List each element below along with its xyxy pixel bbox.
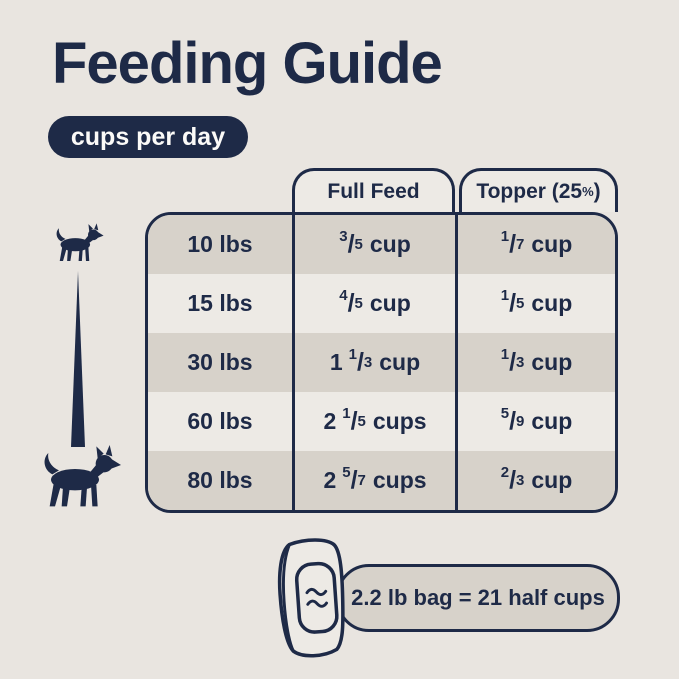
page-title: Feeding Guide <box>52 31 443 96</box>
value-denominator: 3 <box>516 472 525 489</box>
column-header-topper: Topper (25%) <box>459 168 618 212</box>
topper-cell: 5/9 cup <box>455 392 615 451</box>
table-row: 30 lbs 1 1/3 cup 1/3 cup <box>148 333 615 392</box>
topper-cell: 1/7 cup <box>455 215 615 274</box>
topper-cell: 2/3 cup <box>455 451 615 510</box>
full-feed-label: Full Feed <box>327 179 420 203</box>
weight-label: 80 lbs <box>187 467 253 493</box>
fraction-slash: / <box>509 348 517 376</box>
weight-cell: 60 lbs <box>148 392 292 451</box>
fraction-slash: / <box>509 407 517 435</box>
value-unit: cup <box>369 290 411 316</box>
value-whole: 2 <box>323 467 337 493</box>
full-feed-cell: 2 5/7 cups <box>292 451 455 510</box>
value-numerator: 1 <box>500 346 510 363</box>
value-denominator: 5 <box>357 413 366 430</box>
badge-label: cups per day <box>70 122 226 151</box>
topper-label-suffix: ) <box>593 179 601 203</box>
value-unit: cup <box>531 349 573 375</box>
weight-label: 10 lbs <box>187 231 253 257</box>
weight-cell: 80 lbs <box>148 451 292 510</box>
bag-note-pill: 2.2 lb bag = 21 half cups <box>336 564 620 632</box>
weight-cell: 15 lbs <box>148 274 292 333</box>
topper-cell: 1/5 cup <box>455 274 615 333</box>
full-feed-cell: 4/5 cup <box>292 274 455 333</box>
value-unit: cup <box>531 290 573 316</box>
topper-label-sup: % <box>582 184 594 199</box>
table-row: 60 lbs 2 1/5 cups 5/9 cup <box>148 392 615 451</box>
food-bag-icon <box>277 538 345 658</box>
topper-cell: 1/3 cup <box>455 333 615 392</box>
fraction-slash: / <box>509 230 517 258</box>
value-numerator: 1 <box>500 228 510 245</box>
table-row: 80 lbs 2 5/7 cups 2/3 cup <box>148 451 615 510</box>
weight-cell: 10 lbs <box>148 215 292 274</box>
fraction-slash: / <box>350 466 358 494</box>
bag-note-text: 2.2 lb bag = 21 half cups <box>351 585 605 610</box>
weight-label: 15 lbs <box>187 290 253 316</box>
fraction-slash: / <box>350 407 358 435</box>
small-dog-icon <box>56 223 104 262</box>
value-unit: cup <box>531 467 573 493</box>
weight-label: 60 lbs <box>187 408 253 434</box>
value-numerator: 3 <box>339 228 348 245</box>
large-dog-icon <box>44 445 121 507</box>
value-denominator: 3 <box>363 354 373 371</box>
value-denominator: 5 <box>354 295 363 312</box>
value-numerator: 5 <box>500 405 510 422</box>
value-numerator: 1 <box>348 346 357 363</box>
fraction-slash: / <box>356 348 364 376</box>
fraction-slash: / <box>347 230 355 258</box>
full-feed-cell: 3/5 cup <box>292 215 455 274</box>
full-feed-cell: 1 1/3 cup <box>292 333 455 392</box>
value-whole: 1 <box>329 349 343 375</box>
value-unit: cup <box>379 349 421 375</box>
value-unit: cups <box>372 408 427 434</box>
value-numerator: 1 <box>500 287 510 304</box>
value-unit: cup <box>531 408 573 434</box>
fraction-slash: / <box>347 289 355 317</box>
size-wedge <box>71 271 85 447</box>
value-unit: cup <box>369 231 411 257</box>
topper-label-prefix: Topper (25 <box>476 179 583 203</box>
value-denominator: 3 <box>516 354 525 371</box>
weight-cell: 30 lbs <box>148 333 292 392</box>
value-unit: cups <box>372 467 427 493</box>
weight-label: 30 lbs <box>187 349 253 375</box>
value-numerator: 5 <box>342 464 351 481</box>
value-denominator: 7 <box>516 236 525 253</box>
feeding-table: 10 lbs 3/5 cup 1/7 cup 15 lbs 4/5 cup 1/5 cu… <box>145 212 618 513</box>
fraction-slash: / <box>509 289 517 317</box>
value-numerator: 4 <box>339 287 348 304</box>
table-row: 15 lbs 4/5 cup 1/5 cup <box>148 274 615 333</box>
value-whole: 2 <box>323 408 337 434</box>
column-header-full-feed: Full Feed <box>292 168 455 212</box>
table-row: 10 lbs 3/5 cup 1/7 cup <box>148 215 615 274</box>
value-numerator: 2 <box>500 464 510 481</box>
value-denominator: 5 <box>354 236 363 253</box>
value-denominator: 7 <box>357 472 366 489</box>
cups-per-day-badge: cups per day <box>48 116 248 158</box>
value-numerator: 1 <box>342 405 351 422</box>
value-denominator: 9 <box>516 413 525 430</box>
value-unit: cup <box>531 231 573 257</box>
value-denominator: 5 <box>516 295 525 312</box>
fraction-slash: / <box>509 466 517 494</box>
full-feed-cell: 2 1/5 cups <box>292 392 455 451</box>
